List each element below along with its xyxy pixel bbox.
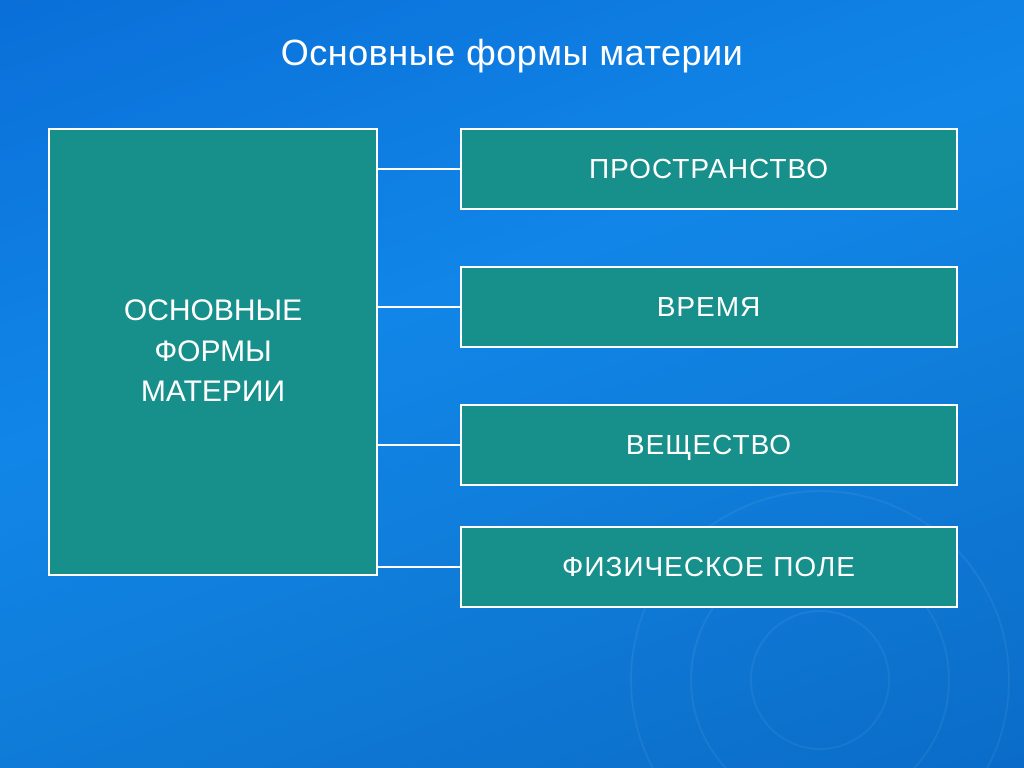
connector <box>378 444 460 446</box>
child-label: ПРОСТРАНСТВО <box>589 153 829 185</box>
child-label: ФИЗИЧЕСКОЕ ПОЛЕ <box>562 551 856 583</box>
child-label: ВЕЩЕСТВО <box>626 429 792 461</box>
root-node: ОСНОВНЫЕ ФОРМЫ МАТЕРИИ <box>48 128 378 576</box>
child-label: ВРЕМЯ <box>657 291 762 323</box>
child-node-field: ФИЗИЧЕСКОЕ ПОЛЕ <box>460 526 958 608</box>
root-label-line: МАТЕРИИ <box>124 372 302 413</box>
connector <box>378 168 460 170</box>
connector <box>378 306 460 308</box>
root-label-line: ФОРМЫ <box>124 332 302 373</box>
connector <box>378 566 460 568</box>
child-node-space: ПРОСТРАНСТВО <box>460 128 958 210</box>
child-node-matter: ВЕЩЕСТВО <box>460 404 958 486</box>
child-node-time: ВРЕМЯ <box>460 266 958 348</box>
root-label-line: ОСНОВНЫЕ <box>124 291 302 332</box>
slide-title: Основные формы материи <box>0 32 1024 74</box>
